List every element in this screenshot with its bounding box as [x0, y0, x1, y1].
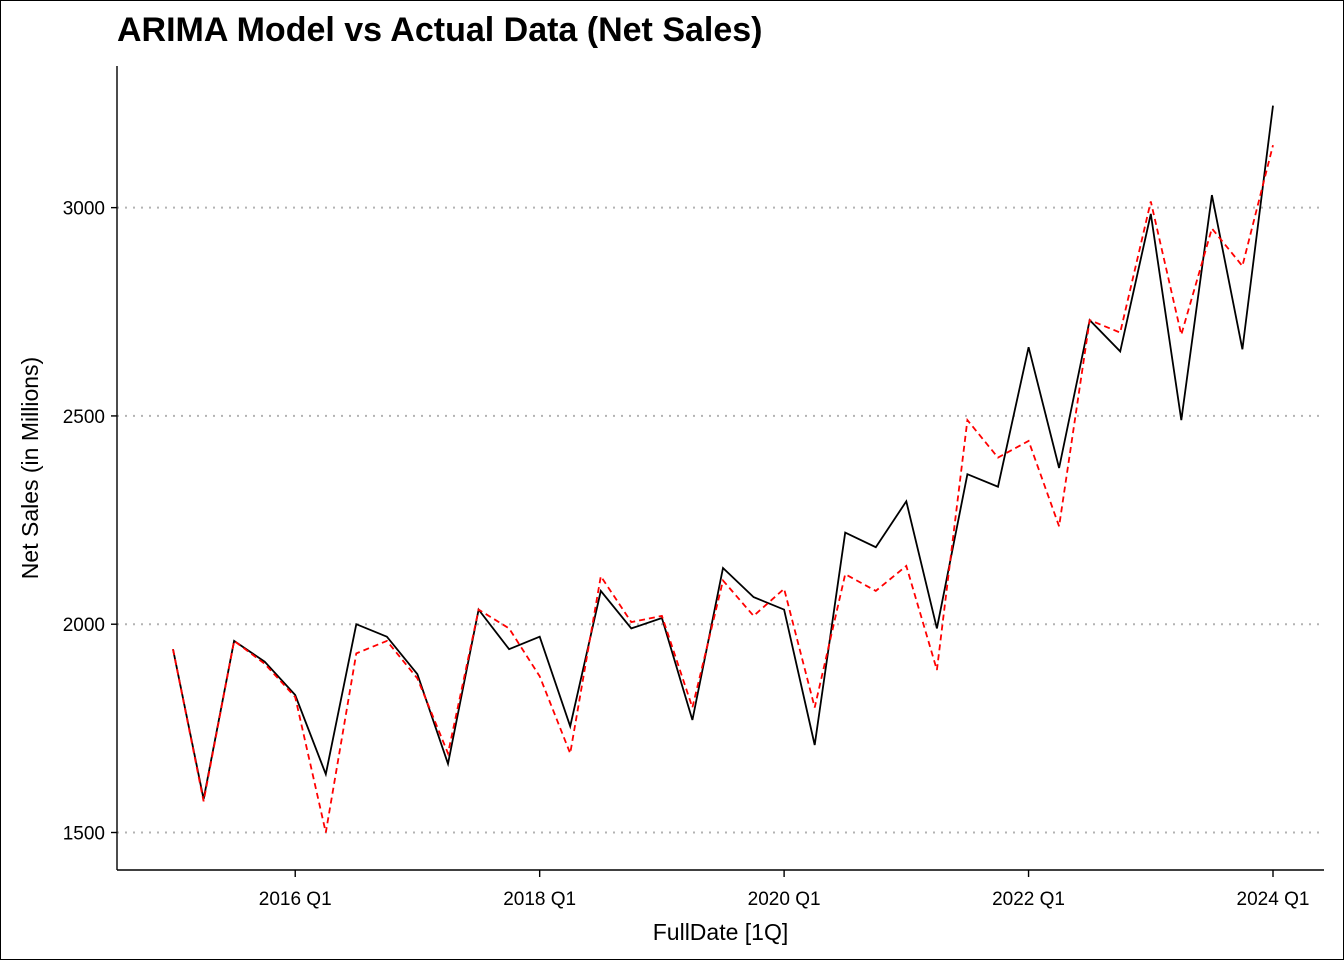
x-tick-label: 2022 Q1 [992, 889, 1065, 910]
y-axis-title: Net Sales (in Millions) [17, 357, 43, 579]
fitted-series-line [172, 144, 1274, 833]
tick-layer: 1500 2000 2500 3000 2016 Q1 2018 Q1 2020 Q1 202… [63, 199, 1310, 910]
y-tick-label: 2000 [63, 615, 105, 636]
actual-series-line [172, 105, 1274, 800]
chart-title: ARIMA Model vs Actual Data (Net Sales) [117, 11, 763, 49]
x-tick-label: 2018 Q1 [503, 889, 576, 910]
y-tick-label: 1500 [63, 824, 105, 845]
x-tick-label: 2016 Q1 [259, 889, 332, 910]
x-tick-label: 2020 Q1 [748, 889, 821, 910]
axes-layer [116, 66, 1324, 871]
x-tick-label: 2024 Q1 [1237, 889, 1310, 910]
y-tick-label: 3000 [63, 199, 105, 220]
grid-layer [117, 206, 1324, 834]
x-axis-title: FullDate [1Q] [653, 919, 789, 945]
y-tick-label: 2500 [63, 407, 105, 428]
series-layer [172, 105, 1274, 833]
